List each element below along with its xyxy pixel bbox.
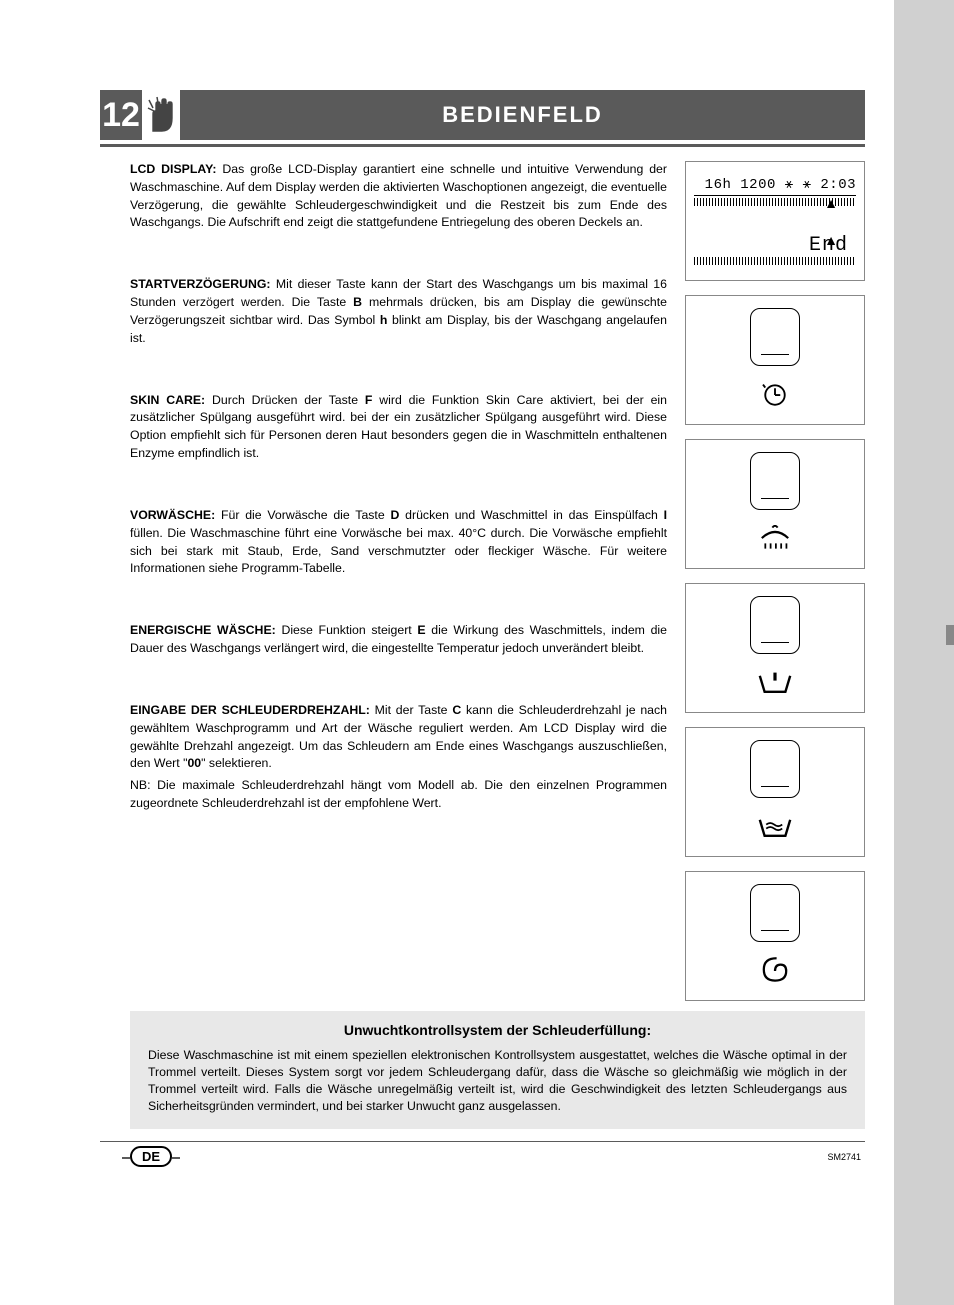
right-margin-bar	[894, 0, 954, 1305]
button-shape	[750, 884, 800, 942]
lcd-display-box: 16h 1200 ⚹ ⚹ 2:03 ▲ End ▲	[685, 161, 865, 281]
delay-button-box	[685, 295, 865, 425]
body-part: Für die Vorwäsche die Taste	[221, 508, 391, 522]
icons-column: 16h 1200 ⚹ ⚹ 2:03 ▲ End ▲	[685, 161, 865, 1001]
body-part: füllen. Die Waschmaschine führt eine Vor…	[130, 526, 667, 576]
lcd-hatch	[694, 257, 856, 265]
section-heading: VORWÄSCHE:	[130, 508, 215, 522]
button-shape	[750, 596, 800, 654]
body-part: Mit der Taste	[375, 703, 453, 717]
button-shape	[750, 740, 800, 798]
page-header: 12 BEDIENFELD	[100, 90, 865, 140]
clock-icon	[750, 378, 800, 412]
key-ref: 00	[187, 756, 201, 770]
section-prewash: VORWÄSCHE: Für die Vorwäsche die Taste D…	[130, 507, 667, 578]
section-delay: STARTVERZÖGERUNG: Mit dieser Taste kann …	[130, 276, 667, 347]
info-box-title: Unwuchtkontrollsystem der Schleuderfüllu…	[148, 1021, 847, 1041]
section-heading: STARTVERZÖGERUNG:	[130, 277, 271, 291]
section-lcd: LCD DISPLAY: Das große LCD-Display garan…	[130, 161, 667, 232]
body-part: wird die Funktion Skin Care aktiviert, b…	[130, 393, 667, 460]
spin-button-box	[685, 871, 865, 1001]
page-content: 12 BEDIENFELD LCD DISPLAY: Das große LCD…	[100, 90, 865, 1167]
skincare-button-box	[685, 439, 865, 569]
basin-wave-icon	[750, 810, 800, 844]
section-heading: SKIN CARE:	[130, 393, 205, 407]
shower-icon	[750, 522, 800, 556]
right-margin-tab	[946, 625, 954, 645]
footer-line	[100, 1141, 865, 1142]
footer-row: DE SM2741	[100, 1146, 865, 1167]
button-shape	[750, 452, 800, 510]
button-shape	[750, 308, 800, 366]
key-ref: E	[417, 623, 425, 637]
key-ref: B	[353, 295, 362, 309]
body-part: Durch Drücken der Taste	[212, 393, 365, 407]
body-part: Diese Funktion steigert	[281, 623, 417, 637]
lcd-top-line: 16h 1200 ⚹ ⚹ 2:03	[694, 177, 856, 196]
main-content-row: LCD DISPLAY: Das große LCD-Display garan…	[100, 161, 865, 1001]
section-heading: ENERGISCHE WÄSCHE:	[130, 623, 276, 637]
body-part: " selektieren.	[201, 756, 272, 770]
basin-line-icon	[750, 666, 800, 700]
section-spin: EINGABE DER SCHLEUDERDREHZAHL: Mit der T…	[130, 702, 667, 813]
section-heading: EINGABE DER SCHLEUDERDREHZAHL:	[130, 703, 370, 717]
spiral-icon	[750, 954, 800, 988]
prewash-button-box	[685, 583, 865, 713]
page-title: BEDIENFELD	[180, 90, 865, 140]
section-note: NB: Die maximale Schleuderdrehzahl hängt…	[130, 777, 667, 813]
section-skincare: SKIN CARE: Durch Drücken der Taste F wir…	[130, 392, 667, 463]
text-column: LCD DISPLAY: Das große LCD-Display garan…	[100, 161, 667, 1001]
hand-icon	[142, 90, 180, 140]
header-underline	[100, 144, 865, 147]
info-box: Unwuchtkontrollsystem der Schleuderfüllu…	[130, 1011, 865, 1129]
info-box-body: Diese Waschmaschine ist mit einem spezie…	[148, 1047, 847, 1116]
language-badge: DE	[130, 1146, 172, 1167]
section-energ: ENERGISCHE WÄSCHE: Diese Funktion steige…	[130, 622, 667, 658]
key-ref: C	[452, 703, 461, 717]
energ-button-box	[685, 727, 865, 857]
up-arrow-icon: ▲	[824, 232, 838, 248]
body-part: drücken und Waschmittel in das Einspülfa…	[399, 508, 663, 522]
model-code: SM2741	[827, 1152, 861, 1162]
section-heading: LCD DISPLAY:	[130, 162, 217, 176]
page-number: 12	[100, 90, 142, 140]
key-ref: I	[664, 508, 667, 522]
